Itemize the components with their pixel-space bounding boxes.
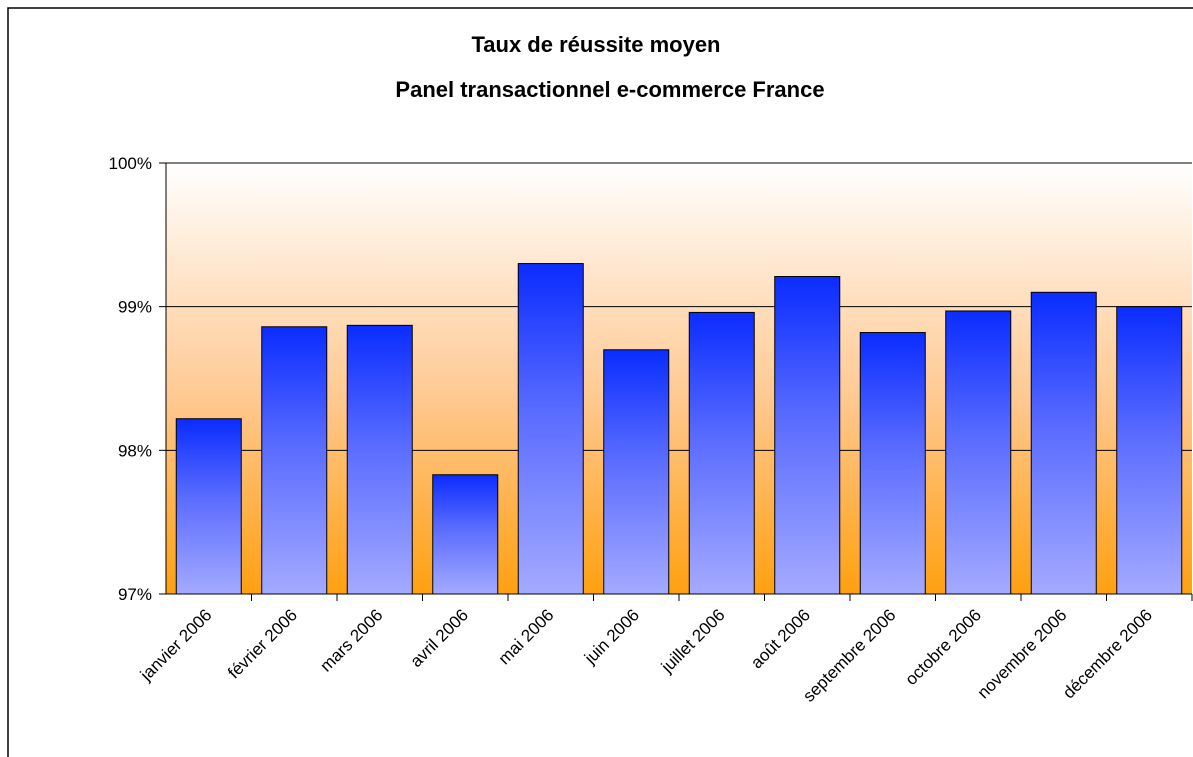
x-tick-label: septembre 2006 — [799, 605, 899, 705]
bar — [603, 349, 670, 595]
bar — [261, 326, 328, 595]
bar — [688, 311, 755, 595]
bar — [1116, 306, 1183, 595]
bar — [432, 474, 499, 595]
y-tick-label: 98% — [118, 441, 152, 460]
x-tick-label: juin 2006 — [580, 605, 643, 668]
bar — [175, 418, 242, 595]
chart-title: Taux de réussite moyen — [471, 32, 720, 57]
frame — [7, 7, 1193, 757]
bar — [1030, 291, 1097, 595]
bar — [774, 275, 841, 595]
y-tick-label: 97% — [118, 585, 152, 604]
plot-area — [166, 163, 1192, 594]
bar — [859, 332, 926, 595]
x-tick-label: février 2006 — [224, 605, 301, 682]
x-tick-label: mars 2006 — [316, 605, 386, 675]
y-tick-label: 100% — [109, 154, 152, 173]
y-tick-label: 99% — [118, 298, 152, 317]
bar — [346, 324, 413, 595]
x-tick-label: janvier 2006 — [136, 605, 216, 685]
x-tick-label: décembre 2006 — [1059, 605, 1156, 702]
bar — [517, 263, 584, 595]
x-tick-label: octobre 2006 — [901, 605, 985, 689]
x-tick-label: juillet 2006 — [657, 605, 729, 677]
bar — [945, 310, 1012, 595]
x-tick-label: août 2006 — [747, 605, 814, 672]
x-tick-label: avril 2006 — [407, 605, 473, 671]
x-tick-label: mai 2006 — [495, 605, 558, 668]
chart-subtitle: Panel transactionnel e-commerce France — [395, 77, 824, 102]
x-tick-label: novembre 2006 — [974, 605, 1071, 702]
